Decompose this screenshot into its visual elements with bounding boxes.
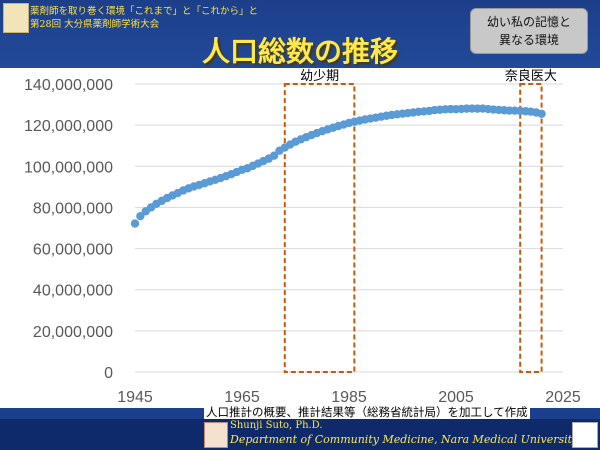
- data-point: [136, 211, 145, 221]
- note-line-2: 異なる環境: [498, 33, 559, 47]
- conference-logo-icon: [3, 3, 29, 33]
- university-logo-icon: [572, 422, 598, 448]
- y-tick-label: 60,000,000: [33, 242, 113, 259]
- data-point: [537, 109, 546, 119]
- data-point: [269, 151, 279, 160]
- x-tick-label: 1945: [117, 389, 153, 406]
- x-tick-label: 2025: [545, 389, 581, 406]
- chart-title: 人口総数の推移: [201, 35, 398, 68]
- author-logo-icon: [204, 422, 228, 448]
- x-tick-label: 1985: [331, 389, 367, 406]
- highlight-label: 奈良医大: [505, 68, 557, 83]
- y-tick-label: 120,000,000: [24, 118, 113, 135]
- y-tick-label: 100,000,000: [24, 159, 113, 176]
- y-tick-label: 80,000,000: [33, 200, 113, 217]
- x-tick-label: 1965: [224, 389, 260, 406]
- conference-name: 第28回 大分県薬剤師学術大会: [30, 19, 160, 30]
- author-affiliation: Department of Community Medicine, Nara M…: [230, 433, 579, 446]
- y-tick-label: 140,000,000: [24, 77, 113, 94]
- footer-bar: [0, 419, 600, 450]
- highlight-label: 幼少期: [300, 68, 339, 83]
- note-box: 幼い私の記憶と 異なる環境: [470, 8, 588, 54]
- y-tick-label: 20,000,000: [33, 324, 113, 341]
- y-tick-label: 40,000,000: [33, 283, 113, 300]
- note-line-1: 幼い私の記憶と: [486, 15, 571, 29]
- y-tick-label: 0: [104, 365, 113, 382]
- source-note: 人口推計の概要、推計結果等（総務省統計局）を加工して作成: [204, 404, 530, 420]
- population-chart: 0 20,000,000 40,000,000 60,000,000 80,000,00…: [24, 68, 581, 406]
- x-tick-label: 2005: [438, 389, 474, 406]
- highlight-box: [519, 83, 543, 373]
- conference-theme: 薬剤師を取り巻く環境「これまで」と「これから」と: [30, 6, 259, 17]
- highlight-box: [283, 83, 356, 373]
- plot-area: 0 20,000,000 40,000,000 60,000,000 80,000,00…: [0, 68, 600, 408]
- data-point: [130, 219, 140, 228]
- author-name: Shunji Suto, Ph.D.: [230, 420, 323, 431]
